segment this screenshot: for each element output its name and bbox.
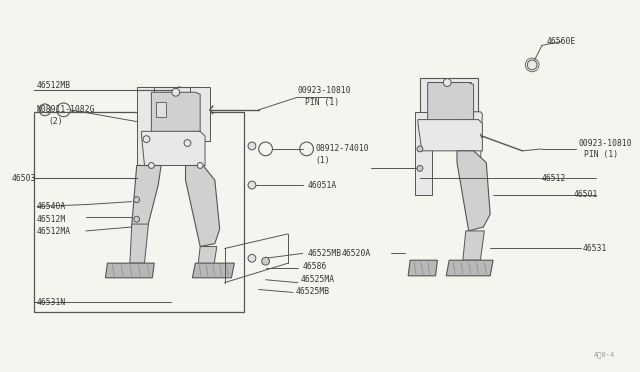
- Text: 46540A: 46540A: [36, 202, 65, 211]
- Polygon shape: [463, 231, 484, 260]
- Polygon shape: [106, 263, 154, 278]
- Text: 46051A: 46051A: [308, 180, 337, 189]
- Polygon shape: [156, 102, 166, 117]
- Polygon shape: [191, 87, 210, 141]
- Text: 46531N: 46531N: [36, 298, 65, 307]
- Polygon shape: [415, 112, 431, 195]
- Circle shape: [148, 163, 154, 169]
- Polygon shape: [193, 263, 234, 278]
- Polygon shape: [151, 92, 191, 114]
- Polygon shape: [428, 83, 474, 122]
- Polygon shape: [186, 166, 220, 247]
- Text: 00923-10810: 00923-10810: [298, 86, 351, 95]
- Text: N08911-1082G: N08911-1082G: [36, 105, 95, 114]
- Polygon shape: [457, 151, 490, 231]
- Polygon shape: [141, 131, 205, 166]
- Text: 46501: 46501: [573, 190, 598, 199]
- Text: 46503: 46503: [12, 174, 36, 183]
- Text: 46560E: 46560E: [547, 37, 576, 46]
- Circle shape: [134, 197, 140, 203]
- Polygon shape: [137, 87, 154, 180]
- Polygon shape: [467, 112, 483, 166]
- Circle shape: [417, 166, 423, 171]
- Text: 00923-10810: 00923-10810: [578, 138, 632, 148]
- Circle shape: [444, 78, 451, 86]
- Circle shape: [184, 140, 191, 147]
- Bar: [34, 112, 244, 312]
- Text: (2): (2): [49, 117, 63, 126]
- Text: 46586: 46586: [303, 262, 327, 270]
- Text: 46512MB: 46512MB: [36, 81, 70, 90]
- Polygon shape: [130, 224, 148, 263]
- Text: 46525MB: 46525MB: [308, 249, 342, 258]
- Text: 46520A: 46520A: [342, 249, 371, 258]
- Circle shape: [248, 254, 256, 262]
- Text: 46525MB: 46525MB: [296, 287, 330, 296]
- Polygon shape: [420, 78, 479, 112]
- Polygon shape: [141, 87, 200, 117]
- Text: 46512: 46512: [542, 174, 566, 183]
- Text: PIN (1): PIN (1): [584, 150, 618, 159]
- Circle shape: [417, 146, 423, 152]
- Text: 46525MA: 46525MA: [301, 275, 335, 284]
- Circle shape: [172, 89, 180, 96]
- Text: PIN (1): PIN (1): [305, 97, 339, 106]
- Text: (1): (1): [316, 156, 330, 165]
- Polygon shape: [428, 83, 470, 110]
- Text: 46531: 46531: [583, 244, 607, 253]
- Polygon shape: [446, 260, 493, 276]
- Circle shape: [143, 136, 150, 142]
- Circle shape: [527, 60, 537, 70]
- Polygon shape: [418, 120, 483, 151]
- Circle shape: [248, 142, 256, 150]
- Polygon shape: [408, 260, 438, 276]
- Circle shape: [262, 257, 269, 265]
- Circle shape: [134, 216, 140, 222]
- Circle shape: [248, 181, 256, 189]
- Polygon shape: [197, 247, 217, 273]
- Polygon shape: [132, 166, 161, 239]
- Circle shape: [197, 163, 203, 169]
- Text: A晚0·4: A晚0·4: [594, 351, 615, 358]
- Text: 46512M: 46512M: [36, 215, 65, 224]
- Text: 08912-74010: 08912-74010: [316, 144, 369, 153]
- Polygon shape: [151, 92, 200, 133]
- Text: 46512MA: 46512MA: [36, 227, 70, 236]
